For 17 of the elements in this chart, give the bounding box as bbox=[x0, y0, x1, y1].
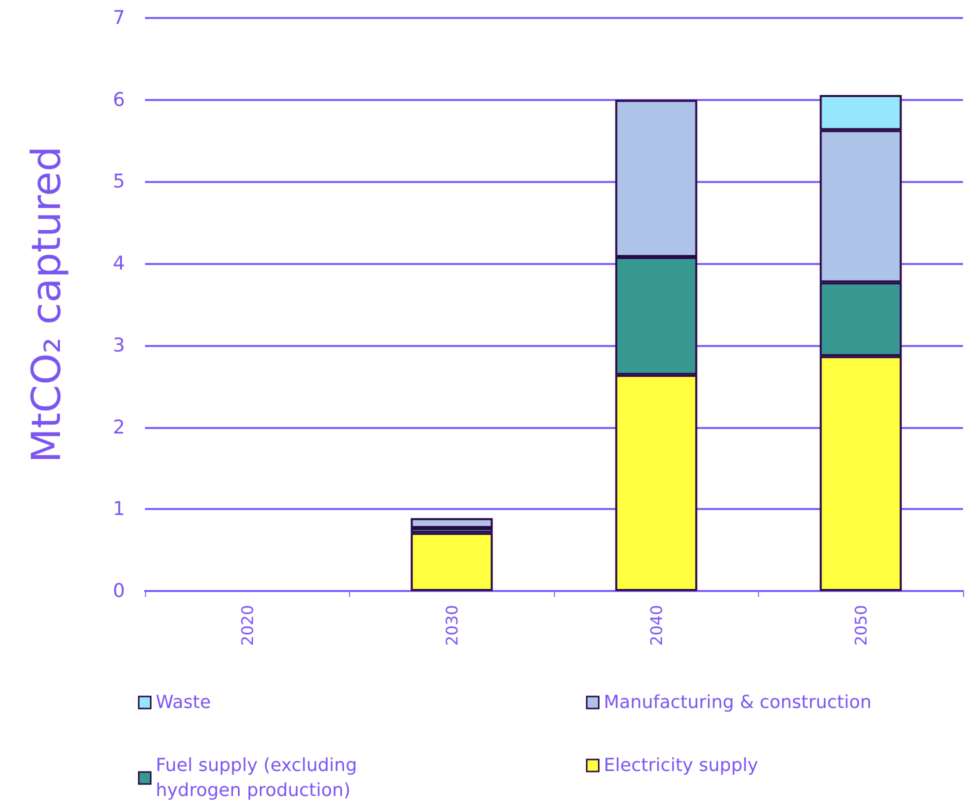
y-tick-label: 5 bbox=[112, 170, 125, 193]
x-tick-label: 2030 bbox=[442, 605, 462, 646]
x-tick-label: 2020 bbox=[238, 605, 257, 646]
x-tick-label: 2050 bbox=[851, 605, 870, 646]
legend-label: Waste bbox=[156, 692, 211, 713]
y-tick-label: 0 bbox=[112, 580, 125, 602]
y-tick-label: 6 bbox=[112, 88, 125, 111]
y-tick-label: 3 bbox=[112, 334, 125, 356]
legend-label: Manufacturing & construction bbox=[604, 692, 872, 713]
y-tick-label: 1 bbox=[112, 498, 125, 520]
y-tick-label: 2 bbox=[112, 416, 125, 438]
y-tick-label: 4 bbox=[112, 252, 125, 275]
legend-label: Electricity supply bbox=[604, 755, 759, 776]
legend-label: Fuel supply (excluding hydrogen production) bbox=[156, 755, 363, 801]
y-axis-title: MtCO₂ captured bbox=[24, 146, 70, 463]
x-tick-label: 2040 bbox=[646, 605, 666, 646]
y-tick-label: 7 bbox=[112, 7, 125, 29]
